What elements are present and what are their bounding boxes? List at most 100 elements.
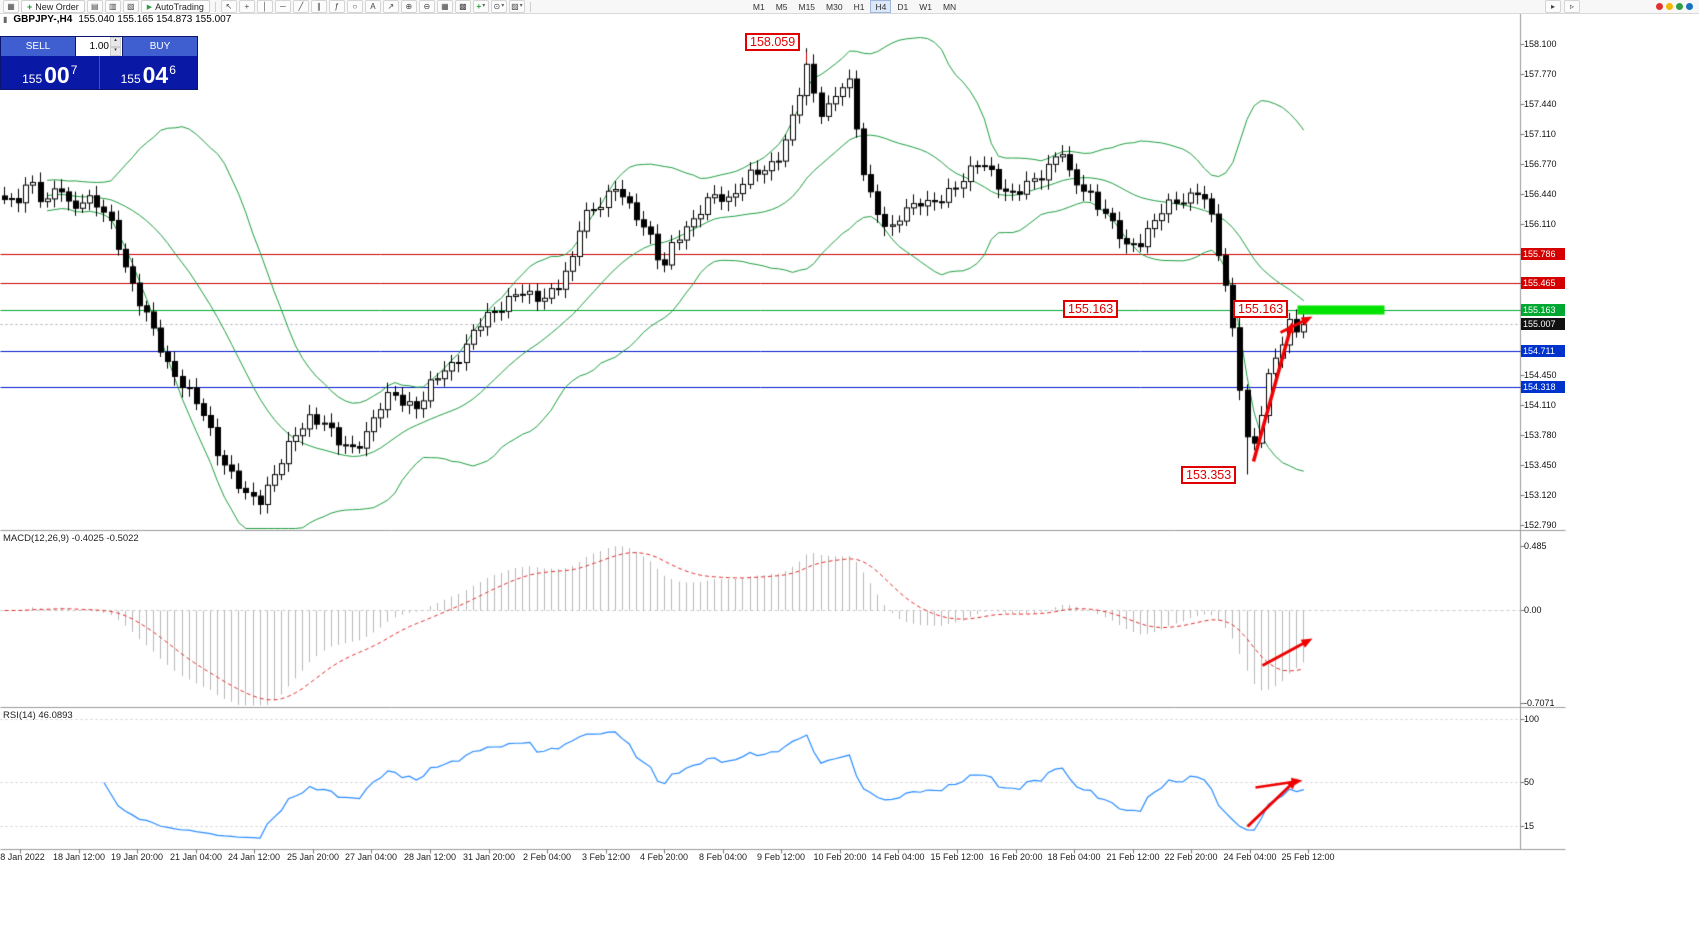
- macd-indicator-label: MACD(12,26,9) -0.4025 -0.5022: [3, 533, 139, 544]
- buy-price[interactable]: 155 04 6: [98, 56, 198, 89]
- price-axis-label: 156.440: [1524, 189, 1557, 200]
- vertical-line-icon[interactable]: │: [256, 0, 273, 13]
- time-axis-label: 2 Feb 04:00: [522, 852, 572, 862]
- sell-price[interactable]: 155 00 7: [1, 56, 99, 89]
- price-axis-label: 153.780: [1524, 430, 1557, 441]
- volume-input[interactable]: [76, 37, 110, 56]
- price-axis-label: 154.110: [1524, 400, 1556, 411]
- channel-icon[interactable]: ∥: [310, 0, 327, 13]
- rsi-axis-label: 15: [1524, 821, 1535, 832]
- market-watch-icon[interactable]: ▤: [86, 0, 103, 13]
- one-click-trading-panel: SELL ▴ ▾ BUY 155 00 7 155 04 6: [0, 36, 198, 90]
- price-axis-label: 157.440: [1524, 98, 1557, 109]
- time-axis-label: 16 Feb 20:00: [989, 852, 1043, 862]
- price-axis-label: 156.110: [1524, 219, 1556, 230]
- time-axis-label: 28 Jan 12:00: [403, 852, 457, 862]
- time-axis-label: 18 Jan 2022: [0, 852, 45, 862]
- price-axis-tag: 154.318: [1521, 380, 1565, 393]
- time-axis-label: 19 Jan 20:00: [110, 852, 164, 862]
- text-label-icon[interactable]: A: [364, 0, 381, 13]
- annotation-level-right[interactable]: 155.163: [1233, 300, 1289, 318]
- time-axis-label: 27 Jan 04:00: [344, 852, 398, 862]
- crosshair-icon[interactable]: +: [238, 0, 255, 13]
- toolbar-separator: [529, 1, 531, 12]
- time-axis-label: 22 Feb 20:00: [1164, 852, 1218, 862]
- time-axis-label: 4 Feb 20:00: [639, 852, 689, 862]
- toolbar: ▦ + New Order ▤ ▥ ▧ ▶ AutoTrading ↖ + │ ─ ╱ ∥ ƒ ○ A ↗ ⊕ ⊖ ▦ ▩…: [0, 0, 1699, 14]
- sell-price-prefix: 155: [22, 72, 43, 86]
- time-axis-label: 8 Feb 04:00: [698, 852, 748, 862]
- periods-icon[interactable]: ⊙ ▾: [490, 0, 507, 13]
- volume-spinner: ▴ ▾: [110, 37, 121, 56]
- data-window-icon[interactable]: ▥: [104, 0, 121, 13]
- timeframe-d1[interactable]: D1: [897, 1, 909, 12]
- time-axis-label: 14 Feb 04:00: [871, 852, 925, 862]
- timeframe-h4[interactable]: H4: [870, 0, 892, 13]
- price-axis-tag: 155.163: [1521, 304, 1565, 317]
- price-axis-label: 153.450: [1524, 460, 1557, 471]
- price-axis-label: 152.790: [1524, 519, 1557, 530]
- chart-window-icon[interactable]: ▦: [3, 0, 19, 13]
- arrow-objects-icon[interactable]: ↗: [382, 0, 399, 13]
- timeframe-m15[interactable]: M15: [798, 1, 816, 12]
- zoom-in-icon[interactable]: ⊕: [400, 0, 417, 13]
- timeframe-mn[interactable]: MN: [942, 1, 957, 12]
- shapes-icon[interactable]: ○: [346, 0, 363, 13]
- price-axis-label: 157.770: [1524, 68, 1557, 79]
- timeframe-m1[interactable]: M1: [752, 1, 765, 12]
- alert-yellow-icon: [1666, 3, 1673, 10]
- annotation-low-price[interactable]: 153.353: [1181, 466, 1237, 484]
- annotation-level-left[interactable]: 155.163: [1063, 300, 1119, 318]
- toolbar-gap: [1583, 6, 1653, 7]
- rsi-indicator-label: RSI(14) 46.0893: [3, 710, 73, 721]
- time-axis-label: 9 Feb 12:00: [756, 852, 806, 862]
- timeframe-h1[interactable]: H1: [853, 1, 865, 12]
- navigator-icon[interactable]: ▧: [122, 0, 139, 13]
- macd-axis-label: 0.485: [1524, 540, 1547, 551]
- price-axis-label: 156.770: [1524, 159, 1557, 170]
- templates-icon[interactable]: ▨ ▾: [508, 0, 525, 13]
- sell-button[interactable]: SELL: [1, 37, 76, 56]
- time-axis-label: 24 Feb 04:00: [1223, 852, 1277, 862]
- macd-axis-label: 0.00: [1524, 605, 1542, 615]
- tile-windows-icon[interactable]: ▦: [436, 0, 453, 13]
- new-order-button[interactable]: + New Order: [21, 0, 85, 13]
- rsi-axis-label: 50: [1524, 777, 1535, 787]
- autotrading-button[interactable]: ▶ AutoTrading: [140, 0, 210, 13]
- volume-up-button[interactable]: ▴: [110, 37, 121, 47]
- trendline-icon[interactable]: ╱: [292, 0, 309, 13]
- volume-down-button[interactable]: ▾: [110, 46, 121, 56]
- candlestick-icon: ▮: [3, 15, 8, 24]
- price-axis-label: 158.100: [1524, 39, 1557, 49]
- timeframe-w1[interactable]: W1: [919, 1, 932, 12]
- chart-shift-icon[interactable]: ▹: [1564, 0, 1580, 13]
- zoom-out-icon[interactable]: ⊖: [418, 0, 435, 13]
- timeframe-m30[interactable]: M30: [826, 1, 843, 12]
- ohlc-values: 155.040 155.165 154.873 155.007: [78, 14, 232, 25]
- time-axis-label: 25 Jan 20:00: [286, 852, 340, 862]
- fibonacci-icon[interactable]: ƒ: [328, 0, 345, 13]
- horizontal-line-icon[interactable]: ─: [274, 0, 291, 13]
- buy-price-prefix: 155: [120, 72, 141, 86]
- price-axis-label: 154.450: [1524, 369, 1557, 380]
- sell-price-main: 00: [44, 62, 70, 88]
- rsi-axis-label: 100: [1524, 714, 1540, 724]
- new-chart-icon[interactable]: ▩: [454, 0, 471, 13]
- macd-axis-label: -0.7071: [1524, 698, 1555, 709]
- time-axis-label: 25 Feb 12:00: [1281, 852, 1335, 862]
- price-axis-tag: 154.711: [1521, 344, 1565, 357]
- indicators-icon[interactable]: + ▾: [472, 0, 489, 13]
- toolbar-separator: [214, 1, 216, 12]
- time-axis-label: 15 Feb 12:00: [930, 852, 984, 862]
- connection-green-icon: [1676, 3, 1683, 10]
- price-axis-label: 157.110: [1524, 128, 1556, 139]
- timeframe-m5[interactable]: M5: [775, 1, 788, 12]
- sell-price-sup: 7: [70, 63, 78, 77]
- autoscroll-icon[interactable]: ▸: [1545, 0, 1561, 13]
- annotation-high-price[interactable]: 158.059: [745, 33, 801, 51]
- chart-title: ▮ GBPJPY-,H4 155.040 155.165 154.873 155…: [3, 14, 231, 25]
- time-axis-label: 21 Feb 12:00: [1106, 852, 1160, 862]
- buy-button[interactable]: BUY: [122, 37, 197, 56]
- cursor-icon[interactable]: ↖: [220, 0, 237, 13]
